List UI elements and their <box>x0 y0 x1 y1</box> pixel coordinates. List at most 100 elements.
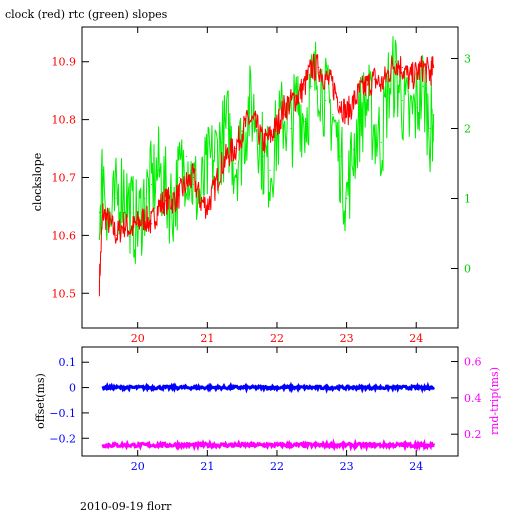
bottom-series-layer <box>101 381 436 452</box>
series-point-rtc-25 <box>269 169 271 172</box>
series-point-rtc-37 <box>352 148 355 151</box>
series-point-clock-8 <box>151 223 153 225</box>
y2-tick-label-1: 0.4 <box>464 392 482 405</box>
series-point-rtc-16 <box>206 169 208 172</box>
series-point-rtc-41 <box>380 141 383 144</box>
y-tick-label-1: 10.6 <box>52 229 77 242</box>
series-point-rtc-34 <box>332 113 334 116</box>
bottom-plot-frame <box>81 346 459 457</box>
y2-tick-label-0: 0.2 <box>464 428 482 441</box>
series-point-rtt-7 <box>345 444 348 446</box>
x-tick-label-0: 20 <box>131 460 145 473</box>
bottom-y-axis-label: offset(ms) <box>34 373 47 429</box>
series-point-clock-40 <box>373 78 376 80</box>
series-point-rtt-5 <box>276 444 278 446</box>
series-point-rtc-22 <box>248 106 250 109</box>
series-point-rtc-24 <box>262 155 264 158</box>
series-point-rtc-7 <box>144 197 146 200</box>
series-point-rtc-8 <box>151 183 153 186</box>
series-point-rtc-18 <box>220 141 222 144</box>
series-point-rtt-9 <box>415 444 418 446</box>
series-point-rtt-0 <box>102 444 104 446</box>
series-point-rtc-26 <box>276 134 278 137</box>
series-point-rtt-8 <box>380 444 383 446</box>
x-tick-label-2: 22 <box>270 460 284 473</box>
series-point-offset-4 <box>241 386 243 389</box>
series-point-rtc-15 <box>199 197 201 200</box>
series-point-rtc-20 <box>234 162 236 165</box>
series-point-rtc-17 <box>213 155 215 158</box>
series-point-clock-44 <box>401 66 403 69</box>
series-point-offset-10 <box>432 386 435 389</box>
top-plot-frame <box>81 26 459 329</box>
series-point-rtt-6 <box>310 444 313 446</box>
y2-tick-label-2: 2 <box>464 123 471 136</box>
series-band-offset <box>101 381 435 394</box>
series-point-rtc-3 <box>116 197 118 200</box>
series-point-rtc-49 <box>433 113 435 116</box>
x-tick-label-4: 24 <box>409 332 423 345</box>
series-point-offset-3 <box>206 386 209 389</box>
y-tick-label-0: 10.5 <box>52 287 77 300</box>
x-tick-label-4: 24 <box>409 460 423 473</box>
series-point-offset-1 <box>136 386 139 389</box>
x-tick-label-2: 22 <box>270 332 284 345</box>
y-tick-label-3: 10.8 <box>52 114 77 127</box>
series-point-offset-5 <box>276 386 278 389</box>
x-tick-label-0: 20 <box>131 332 145 345</box>
bottom-panel: 20 21 22 23 24 0.1 0 −0.1 −0.2 0.2 0.4 0.6 offset(m… <box>34 346 501 473</box>
series-point-rtc-47 <box>422 85 424 88</box>
series-point-rtc-36 <box>345 197 348 200</box>
series-point-clock-21 <box>241 130 243 132</box>
series-point-rtc-28 <box>290 127 292 130</box>
series-point-rtc-14 <box>192 183 195 186</box>
series-point-rtc-13 <box>185 155 188 158</box>
series-point-rtc-44 <box>401 99 403 102</box>
series-point-rtc-46 <box>415 106 417 109</box>
series-point-rtc-35 <box>339 155 341 158</box>
series-point-rtc-19 <box>227 127 229 130</box>
x-tick-label-3: 23 <box>340 460 354 473</box>
series-line-clock <box>98 53 435 297</box>
series-point-offset-7 <box>345 386 348 389</box>
series-point-rtt-2 <box>171 444 174 446</box>
series-point-clock-35 <box>339 101 341 103</box>
y-tick-label-2: 10.7 <box>52 172 77 185</box>
series-point-rtc-48 <box>429 127 431 130</box>
y2-tick-label-3: 3 <box>464 53 471 66</box>
series-point-rtc-5 <box>130 211 132 214</box>
x-tick-label-1: 21 <box>200 460 214 473</box>
series-point-rtc-31 <box>311 85 313 88</box>
series-point-rtc-39 <box>366 99 369 102</box>
series-point-offset-0 <box>102 386 104 389</box>
series-point-offset-9 <box>415 386 418 389</box>
y-tick-label-3: −0.2 <box>49 432 76 445</box>
series-point-offset-8 <box>380 386 383 389</box>
y-tick-label-1: 0 <box>69 382 76 395</box>
series-point-rtt-4 <box>241 444 243 446</box>
top-y-axis-label: clockslope <box>31 153 44 211</box>
series-point-rtt-1 <box>136 444 139 446</box>
series-point-rtt-10 <box>432 444 435 446</box>
top-series-layer <box>98 36 435 297</box>
series-band-rtt <box>101 438 436 452</box>
series-point-rtc-4 <box>123 183 125 186</box>
chart-title: clock (red) rtc (green) slopes <box>5 8 168 21</box>
bottom-y2-axis-label: rnd-trip(ms) <box>488 367 501 435</box>
series-point-rtc-42 <box>387 85 389 88</box>
series-line-rtc <box>98 36 435 264</box>
series-point-offset-2 <box>171 386 174 389</box>
y2-tick-label-0: 0 <box>464 263 471 276</box>
y2-tick-label-1: 1 <box>464 193 471 206</box>
y-tick-label-2: −0.1 <box>49 407 76 420</box>
footer-label: 2010-09-19 florr <box>80 500 172 512</box>
series-point-rtc-9 <box>157 169 160 172</box>
series-point-rtc-30 <box>304 120 306 123</box>
series-point-rtc-33 <box>325 99 327 102</box>
series-point-rtt-3 <box>206 444 209 446</box>
bottom-axes-layer: 20 21 22 23 24 0.1 0 −0.1 −0.2 0.2 0.4 0.6 <box>49 347 482 473</box>
x-tick-label-3: 23 <box>340 332 354 345</box>
y-tick-label-4: 10.9 <box>52 56 77 69</box>
